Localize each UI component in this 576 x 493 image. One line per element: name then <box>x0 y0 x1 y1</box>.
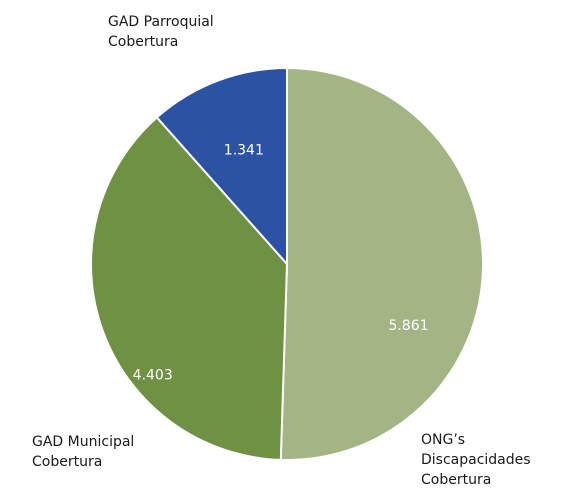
value-label: 1.341 <box>224 142 264 158</box>
value-label: 5.861 <box>388 318 428 334</box>
category-label: GAD Parroquial Cobertura <box>108 14 214 50</box>
category-label: ONG’s Discapacidades Cobertura <box>421 432 531 488</box>
pie-slice <box>90 116 289 461</box>
pie-slice <box>155 66 288 267</box>
category-label: GAD Municipal Cobertura <box>32 434 135 470</box>
pie-slice <box>279 66 484 461</box>
value-label: 4.403 <box>133 367 173 383</box>
